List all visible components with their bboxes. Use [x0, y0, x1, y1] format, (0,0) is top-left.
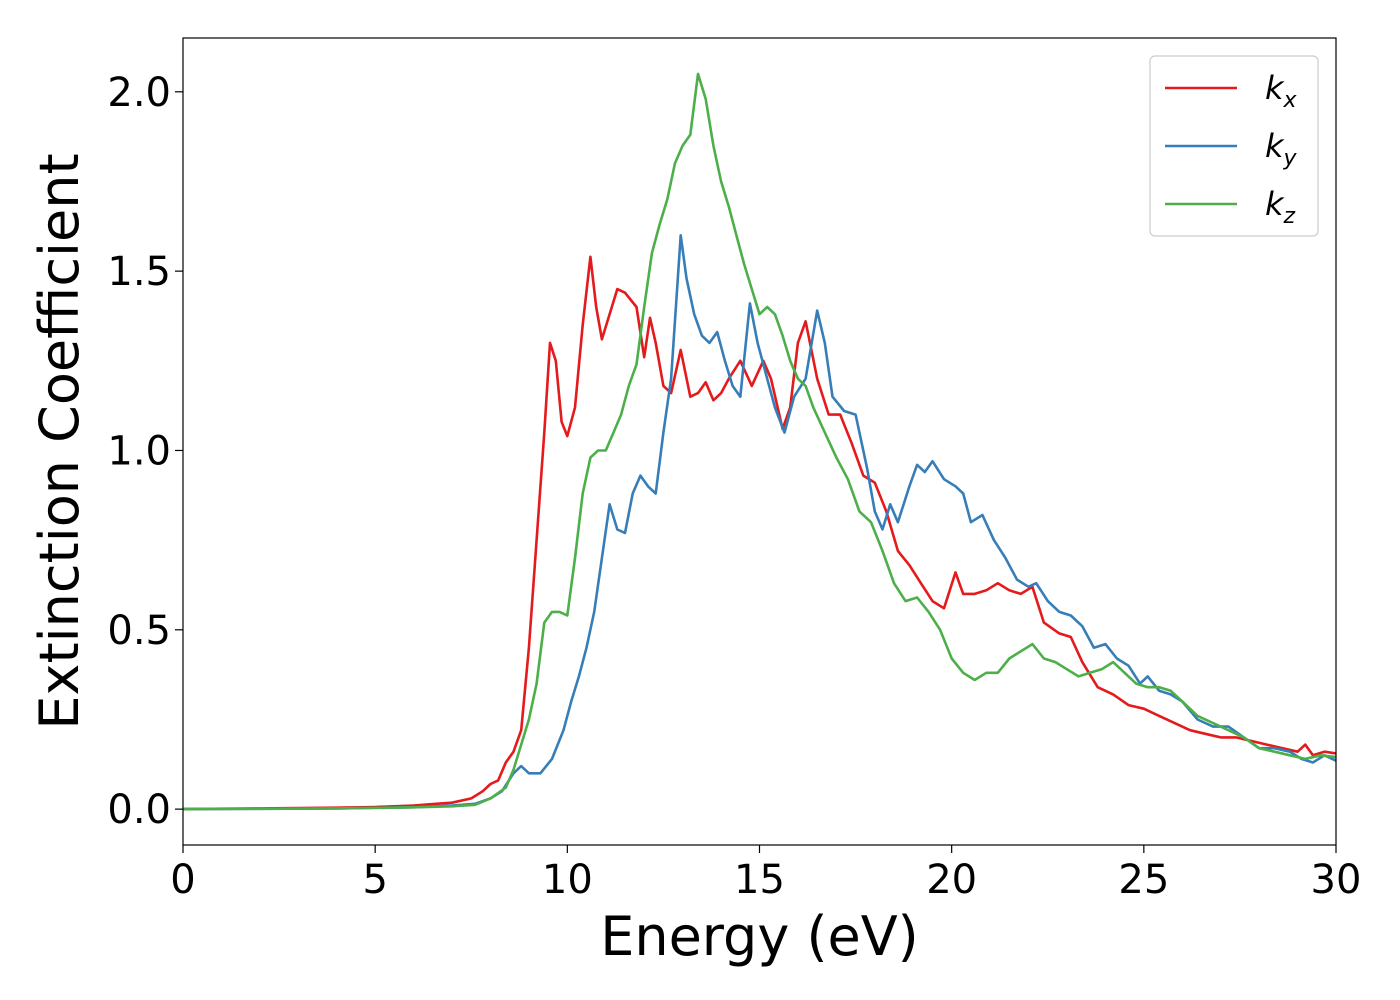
legend-label-ky: ky: [1265, 127, 1298, 171]
x-tick-label: 5: [362, 857, 387, 903]
y-tick-label: 2.0: [107, 70, 171, 116]
y-tick-label: 0.5: [107, 608, 171, 654]
y-tick-label: 0.0: [107, 787, 171, 833]
series-line-kz: [183, 72, 1336, 811]
x-tick-label: 20: [926, 857, 977, 903]
x-tick-label: 25: [1118, 857, 1169, 903]
legend-label-kx: kx: [1265, 69, 1298, 113]
legend-label-kz: kz: [1265, 185, 1296, 229]
y-tick-label: 1.5: [107, 249, 171, 295]
ticks-layer: 0 5 10 15 20 25 30 0.0 0.5 1.0 1.5 2.0: [107, 70, 1361, 903]
series-line-ky: [183, 234, 1336, 811]
legend: kx ky kz: [1149, 55, 1319, 237]
series-layer: [183, 72, 1336, 811]
series-line-kx: [183, 255, 1336, 811]
x-tick-label: 0: [170, 857, 195, 903]
x-tick-label: 30: [1311, 857, 1362, 903]
y-axis-label: Extinction Coefficient: [28, 153, 91, 729]
x-tick-label: 15: [734, 857, 785, 903]
y-tick-label: 1.0: [107, 428, 171, 474]
x-axis-label: Energy (eV): [600, 905, 919, 968]
x-tick-label: 10: [542, 857, 593, 903]
